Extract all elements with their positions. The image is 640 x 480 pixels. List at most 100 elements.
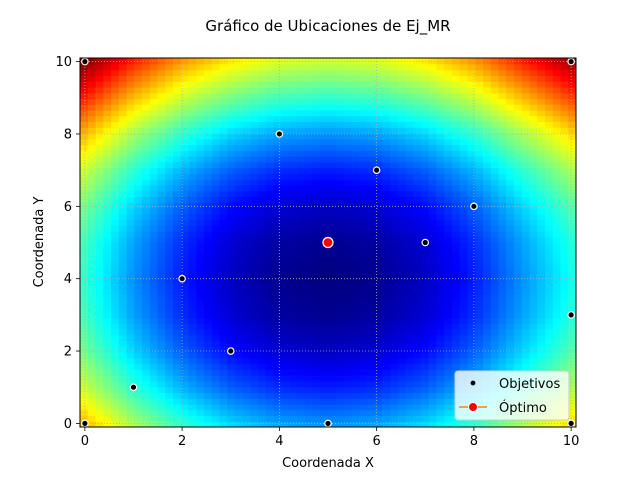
heatmap-cell (436, 254, 445, 261)
heatmap-cell (118, 317, 128, 324)
heatmap-cell (111, 167, 120, 174)
heatmap-cell (483, 127, 492, 134)
heatmap-cell (335, 127, 345, 134)
heatmap-cell (436, 144, 445, 151)
heatmap-cell (529, 236, 538, 244)
heatmap-cell (359, 363, 368, 370)
heatmap-cell (235, 213, 244, 221)
heatmap-cell (351, 132, 360, 140)
heatmap-cell (180, 138, 190, 146)
heatmap-cell (173, 340, 182, 347)
heatmap-cell (359, 104, 368, 111)
heatmap-cell (545, 69, 554, 76)
heatmap-cell (304, 207, 314, 215)
heatmap-cell (297, 288, 306, 295)
heatmap-cell (552, 213, 562, 221)
heatmap-cell (250, 92, 259, 99)
heatmap-cell (351, 242, 360, 249)
heatmap-cell (297, 104, 306, 111)
heatmap-cell (320, 340, 329, 347)
heatmap-cell (459, 357, 469, 365)
heatmap-cell (134, 363, 143, 370)
heatmap-cell (103, 167, 112, 174)
heatmap-cell (273, 403, 283, 411)
heatmap-cell (560, 357, 569, 365)
heatmap-cell (490, 144, 500, 151)
heatmap-cell (250, 63, 259, 71)
heatmap-cell (328, 363, 337, 370)
heatmap-cell (390, 69, 399, 76)
heatmap-cell (87, 403, 97, 411)
heatmap-cell (452, 138, 461, 146)
heatmap-cell (529, 161, 538, 169)
heatmap-cell (266, 242, 275, 249)
heatmap-cell (351, 415, 360, 422)
heatmap-cell (242, 375, 252, 382)
heatmap-cell (374, 75, 383, 82)
heatmap-cell (514, 219, 523, 226)
heatmap-cell (351, 104, 360, 111)
heatmap-cell (165, 294, 174, 301)
heatmap-cell (173, 75, 182, 82)
heatmap-cell (211, 403, 221, 411)
heatmap-cell (149, 409, 159, 417)
heatmap-cell (235, 138, 244, 146)
heatmap-cell (304, 375, 314, 382)
heatmap-cell (568, 369, 576, 376)
heatmap-cell (258, 115, 267, 123)
heatmap-cell (227, 305, 236, 313)
heatmap-cell (149, 104, 159, 111)
heatmap-cell (483, 328, 492, 336)
heatmap-cell (134, 282, 143, 290)
heatmap-cell (281, 161, 290, 169)
heatmap-cell (475, 265, 484, 272)
heatmap-cell (103, 75, 112, 82)
heatmap-cell (405, 167, 414, 174)
heatmap-cell (188, 403, 197, 411)
heatmap-cell (568, 109, 576, 117)
heatmap-cell (204, 161, 213, 169)
heatmap-cell (328, 398, 337, 405)
heatmap-cell (436, 369, 445, 376)
heatmap-cell (560, 58, 569, 65)
heatmap-cell (204, 190, 213, 197)
heatmap-cell (118, 184, 128, 192)
heatmap-cell (227, 58, 236, 65)
heatmap-cell (483, 323, 492, 330)
heatmap-cell (180, 236, 190, 244)
heatmap-cell (250, 357, 259, 365)
heatmap-cell (335, 352, 345, 359)
heatmap-cell (304, 167, 314, 174)
heatmap-cell (165, 236, 174, 244)
heatmap-cell (242, 167, 252, 174)
heatmap-cell (204, 213, 213, 221)
heatmap-cell (204, 104, 213, 111)
heatmap-cell (552, 323, 562, 330)
heatmap-cell (250, 144, 259, 151)
heatmap-cell (552, 104, 562, 111)
heatmap-cell (297, 323, 306, 330)
heatmap-cell (506, 63, 515, 71)
heatmap-cell (397, 392, 407, 399)
heatmap-cell (521, 179, 531, 186)
heatmap-cell (397, 63, 407, 71)
heatmap-cell (529, 323, 538, 330)
heatmap-cell (149, 115, 159, 123)
heatmap-cell (320, 265, 329, 272)
heatmap-cell (467, 282, 476, 290)
heatmap-cell (312, 236, 321, 244)
heatmap-cell (304, 202, 314, 209)
heatmap-cell (304, 92, 314, 99)
heatmap-cell (134, 242, 143, 249)
heatmap-cell (421, 254, 430, 261)
heatmap-cell (258, 340, 267, 347)
heatmap-cell (436, 392, 445, 399)
y-axis-label: Coordenada Y (32, 197, 47, 288)
heatmap-cell (335, 207, 345, 215)
heatmap-cell (328, 300, 337, 307)
heatmap-cell (498, 311, 507, 319)
heatmap-cell (235, 409, 244, 417)
heatmap-cell (421, 328, 430, 336)
heatmap-cell (188, 207, 197, 215)
heatmap-cell (506, 144, 515, 151)
